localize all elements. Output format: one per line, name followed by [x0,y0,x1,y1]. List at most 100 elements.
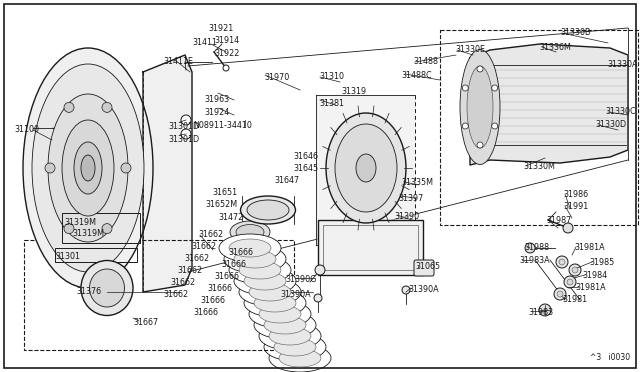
Text: 31645: 31645 [293,164,318,173]
Circle shape [559,259,565,265]
Text: 31666: 31666 [207,284,232,293]
Ellipse shape [241,196,296,224]
Text: 31330M: 31330M [523,162,555,171]
Ellipse shape [74,142,102,194]
Bar [323,225,418,270]
Text: 31330D: 31330D [595,120,626,129]
Ellipse shape [356,154,376,182]
Text: 31666: 31666 [193,308,218,317]
Polygon shape [470,44,628,165]
Text: 31319M: 31319M [72,229,104,238]
Circle shape [402,286,410,294]
Text: 31667: 31667 [133,318,158,327]
Text: 31963: 31963 [204,95,229,104]
Circle shape [525,243,535,253]
Text: 31397: 31397 [398,194,423,203]
Ellipse shape [249,300,311,328]
Ellipse shape [234,267,296,295]
Circle shape [45,163,55,173]
Ellipse shape [259,322,321,350]
Circle shape [64,224,74,234]
Circle shape [567,279,573,285]
Ellipse shape [274,338,316,356]
Text: 31376: 31376 [76,287,101,296]
Text: 31922: 31922 [214,49,239,58]
Text: 31390G: 31390G [285,275,316,284]
Text: 31651: 31651 [212,188,237,197]
Ellipse shape [236,224,264,240]
Ellipse shape [249,283,291,301]
Text: 31652M: 31652M [205,200,237,209]
Text: 31647: 31647 [274,176,299,185]
Text: 31335M: 31335M [401,178,433,187]
Ellipse shape [48,94,128,242]
Ellipse shape [32,64,144,272]
Text: 31646: 31646 [293,152,318,161]
Text: 31336M: 31336M [539,43,571,52]
Text: 31488: 31488 [413,57,438,66]
Ellipse shape [224,245,286,273]
Text: 31488C: 31488C [401,71,431,80]
Ellipse shape [219,234,281,262]
Text: 31666: 31666 [200,296,225,305]
Text: 31987: 31987 [546,216,572,225]
Text: 31100: 31100 [14,125,39,134]
Ellipse shape [239,278,301,306]
Text: 31065: 31065 [415,262,440,271]
Text: 31310: 31310 [319,72,344,81]
Text: 31985: 31985 [589,258,614,267]
Text: 31330E: 31330E [455,45,485,54]
Ellipse shape [460,49,500,164]
Text: 31666: 31666 [214,272,239,281]
Text: 31986: 31986 [563,190,588,199]
Ellipse shape [326,113,406,223]
Text: 31914: 31914 [214,36,239,45]
Ellipse shape [264,333,326,361]
Text: 31319M: 31319M [64,218,96,227]
Ellipse shape [247,200,289,220]
Text: 31981A: 31981A [574,243,605,252]
Ellipse shape [259,305,301,323]
Bar [24,240,294,350]
Text: 31983: 31983 [528,308,553,317]
Circle shape [557,291,563,297]
Circle shape [121,163,131,173]
Text: 31662: 31662 [170,278,195,287]
Circle shape [64,102,74,112]
Text: 31301D: 31301D [168,122,199,131]
Circle shape [563,223,573,233]
Text: 31662: 31662 [177,266,202,275]
Circle shape [102,102,112,112]
Ellipse shape [335,124,397,212]
Text: 31921: 31921 [208,24,233,33]
Text: 31330A: 31330A [607,60,637,69]
Text: 31662: 31662 [163,290,188,299]
Ellipse shape [269,327,311,345]
Circle shape [314,294,322,302]
Ellipse shape [229,256,291,284]
Bar [55,248,137,262]
Text: 31662: 31662 [191,242,216,251]
Ellipse shape [230,221,270,243]
Text: 31924: 31924 [204,108,229,117]
Ellipse shape [244,272,286,290]
Text: 31390: 31390 [394,212,419,221]
Text: 31472: 31472 [218,213,243,222]
Ellipse shape [229,239,271,257]
Circle shape [102,224,112,234]
Text: 31411: 31411 [192,38,217,47]
Text: 31390A: 31390A [408,285,438,294]
Text: 31330B: 31330B [560,28,591,37]
Text: 31381: 31381 [319,99,344,108]
Text: 31319: 31319 [341,87,366,96]
Ellipse shape [90,269,125,307]
Ellipse shape [264,316,306,334]
Ellipse shape [234,250,276,268]
Text: 31301: 31301 [55,252,80,261]
Circle shape [477,66,483,72]
Ellipse shape [467,66,493,148]
Ellipse shape [254,311,316,339]
Text: 31984: 31984 [582,271,607,280]
Circle shape [556,256,568,268]
Ellipse shape [239,261,281,279]
